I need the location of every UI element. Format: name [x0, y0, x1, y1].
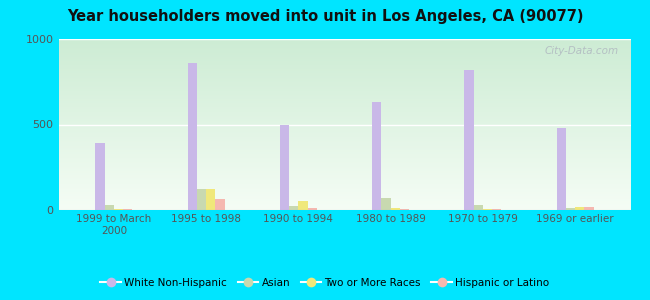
Bar: [391, 208, 400, 210]
Bar: [96, 143, 105, 210]
Bar: [483, 209, 492, 210]
Bar: [382, 198, 391, 210]
Bar: [556, 128, 566, 210]
Bar: [197, 190, 206, 210]
Bar: [474, 205, 483, 210]
Bar: [298, 202, 307, 210]
Bar: [188, 63, 197, 210]
Bar: [215, 199, 224, 210]
Bar: [575, 207, 584, 210]
Bar: [372, 102, 382, 210]
Bar: [566, 208, 575, 210]
Bar: [465, 70, 474, 210]
Bar: [206, 190, 215, 210]
Legend: White Non-Hispanic, Asian, Two or More Races, Hispanic or Latino: White Non-Hispanic, Asian, Two or More R…: [96, 274, 554, 292]
Bar: [584, 207, 593, 210]
Text: City-Data.com: City-Data.com: [545, 46, 619, 56]
Bar: [280, 124, 289, 210]
Bar: [289, 206, 298, 210]
Bar: [400, 209, 409, 210]
Bar: [114, 209, 123, 210]
Text: Year householders moved into unit in Los Angeles, CA (90077): Year householders moved into unit in Los…: [67, 9, 583, 24]
Bar: [123, 208, 133, 210]
Bar: [105, 205, 114, 210]
Bar: [307, 208, 317, 210]
Bar: [492, 209, 501, 210]
